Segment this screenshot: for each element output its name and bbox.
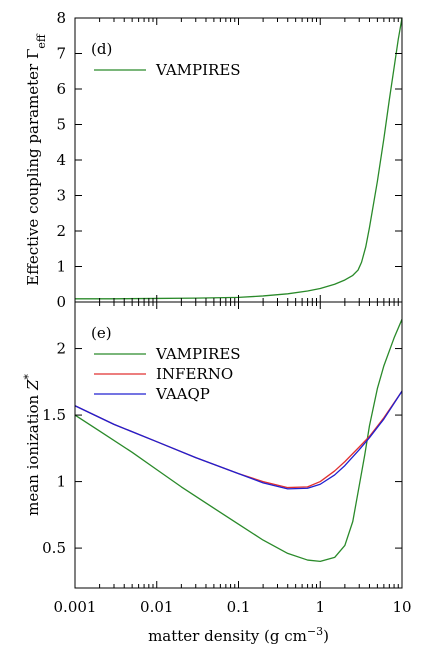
x-tick-label: 0.1 bbox=[227, 598, 251, 616]
y-tick-label: 1.5 bbox=[42, 406, 66, 424]
series-line-vampires bbox=[75, 18, 402, 300]
panel-label: (e) bbox=[91, 324, 112, 342]
x-axis-label: matter density (g cm−3) bbox=[148, 625, 329, 646]
legend-label: INFERNO bbox=[156, 365, 233, 383]
y-axis-label: mean ionization Z* bbox=[22, 374, 43, 516]
panel-e: 0.5 1 1.5 2 (e) VAMPIRES INFERNO VAAQP mean ioni… bbox=[22, 301, 412, 646]
panel-d: 0 1 2 3 4 5 6 7 8 (d) VAMPIRES Effective coupling p… bbox=[24, 9, 403, 311]
y-tick-label: 6 bbox=[56, 80, 66, 98]
panel-label: (d) bbox=[91, 40, 112, 58]
y-tick-label: 2 bbox=[56, 340, 66, 358]
x-tick-label: 0.001 bbox=[54, 598, 97, 616]
y-tick-label: 8 bbox=[56, 9, 66, 27]
y-tick-label: 1 bbox=[56, 258, 66, 276]
x-tick-label: 0.01 bbox=[140, 598, 173, 616]
y-tick-label: 1 bbox=[56, 473, 66, 491]
y-tick-label: 2 bbox=[56, 222, 66, 240]
series-line-vaaqp bbox=[75, 390, 402, 490]
legend-label: VAAQP bbox=[155, 385, 210, 403]
x-tick-label: 1 bbox=[315, 598, 325, 616]
y-tick-label: 4 bbox=[56, 151, 66, 169]
series-line-vampires bbox=[75, 319, 402, 563]
x-tick-label: 10 bbox=[392, 598, 411, 616]
y-tick-label: 7 bbox=[56, 45, 66, 63]
legend-label: VAMPIRES bbox=[155, 345, 241, 363]
y-tick-label: 0 bbox=[56, 293, 66, 311]
y-axis-label: Effective coupling parameter Γeff bbox=[24, 33, 48, 286]
y-tick-label: 0.5 bbox=[42, 539, 66, 557]
y-tick-label: 3 bbox=[56, 187, 66, 205]
legend-label: VAMPIRES bbox=[155, 61, 241, 79]
y-tick-label: 5 bbox=[56, 116, 66, 134]
